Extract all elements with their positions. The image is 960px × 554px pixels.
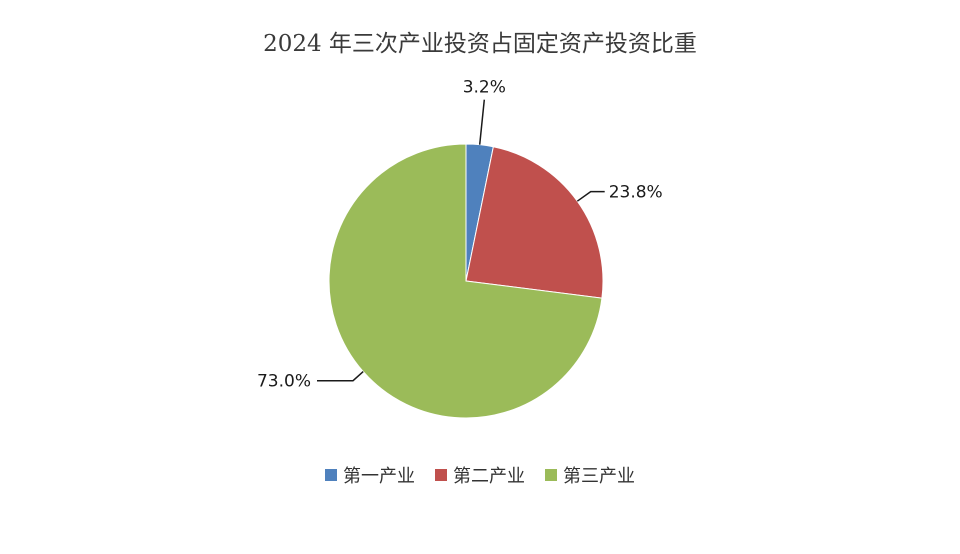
data-label-tertiary: 73.0% [257, 372, 311, 392]
legend-swatch [545, 469, 557, 481]
legend-swatch [435, 469, 447, 481]
legend-item-primary: 第一产业 [325, 462, 415, 488]
leader-line-tertiary [317, 371, 364, 382]
data-label-primary: 3.2% [463, 78, 506, 98]
legend-label: 第一产业 [343, 466, 415, 487]
legend-label: 第三产业 [563, 466, 635, 487]
legend-item-tertiary: 第三产业 [545, 462, 635, 488]
leader-line-secondary [576, 190, 605, 202]
legend: 第一产业 第二产业 第三产业 [0, 462, 960, 488]
chart-title: 2024 年三次产业投资占固定资产投资比重 [263, 31, 697, 57]
legend-label: 第二产业 [453, 466, 525, 487]
legend-swatch [325, 469, 337, 481]
pie-slice-tertiary [328, 143, 603, 419]
leader-line-primary [478, 99, 486, 145]
legend-item-secondary: 第二产业 [435, 462, 525, 488]
data-label-secondary: 23.8% [609, 183, 663, 203]
